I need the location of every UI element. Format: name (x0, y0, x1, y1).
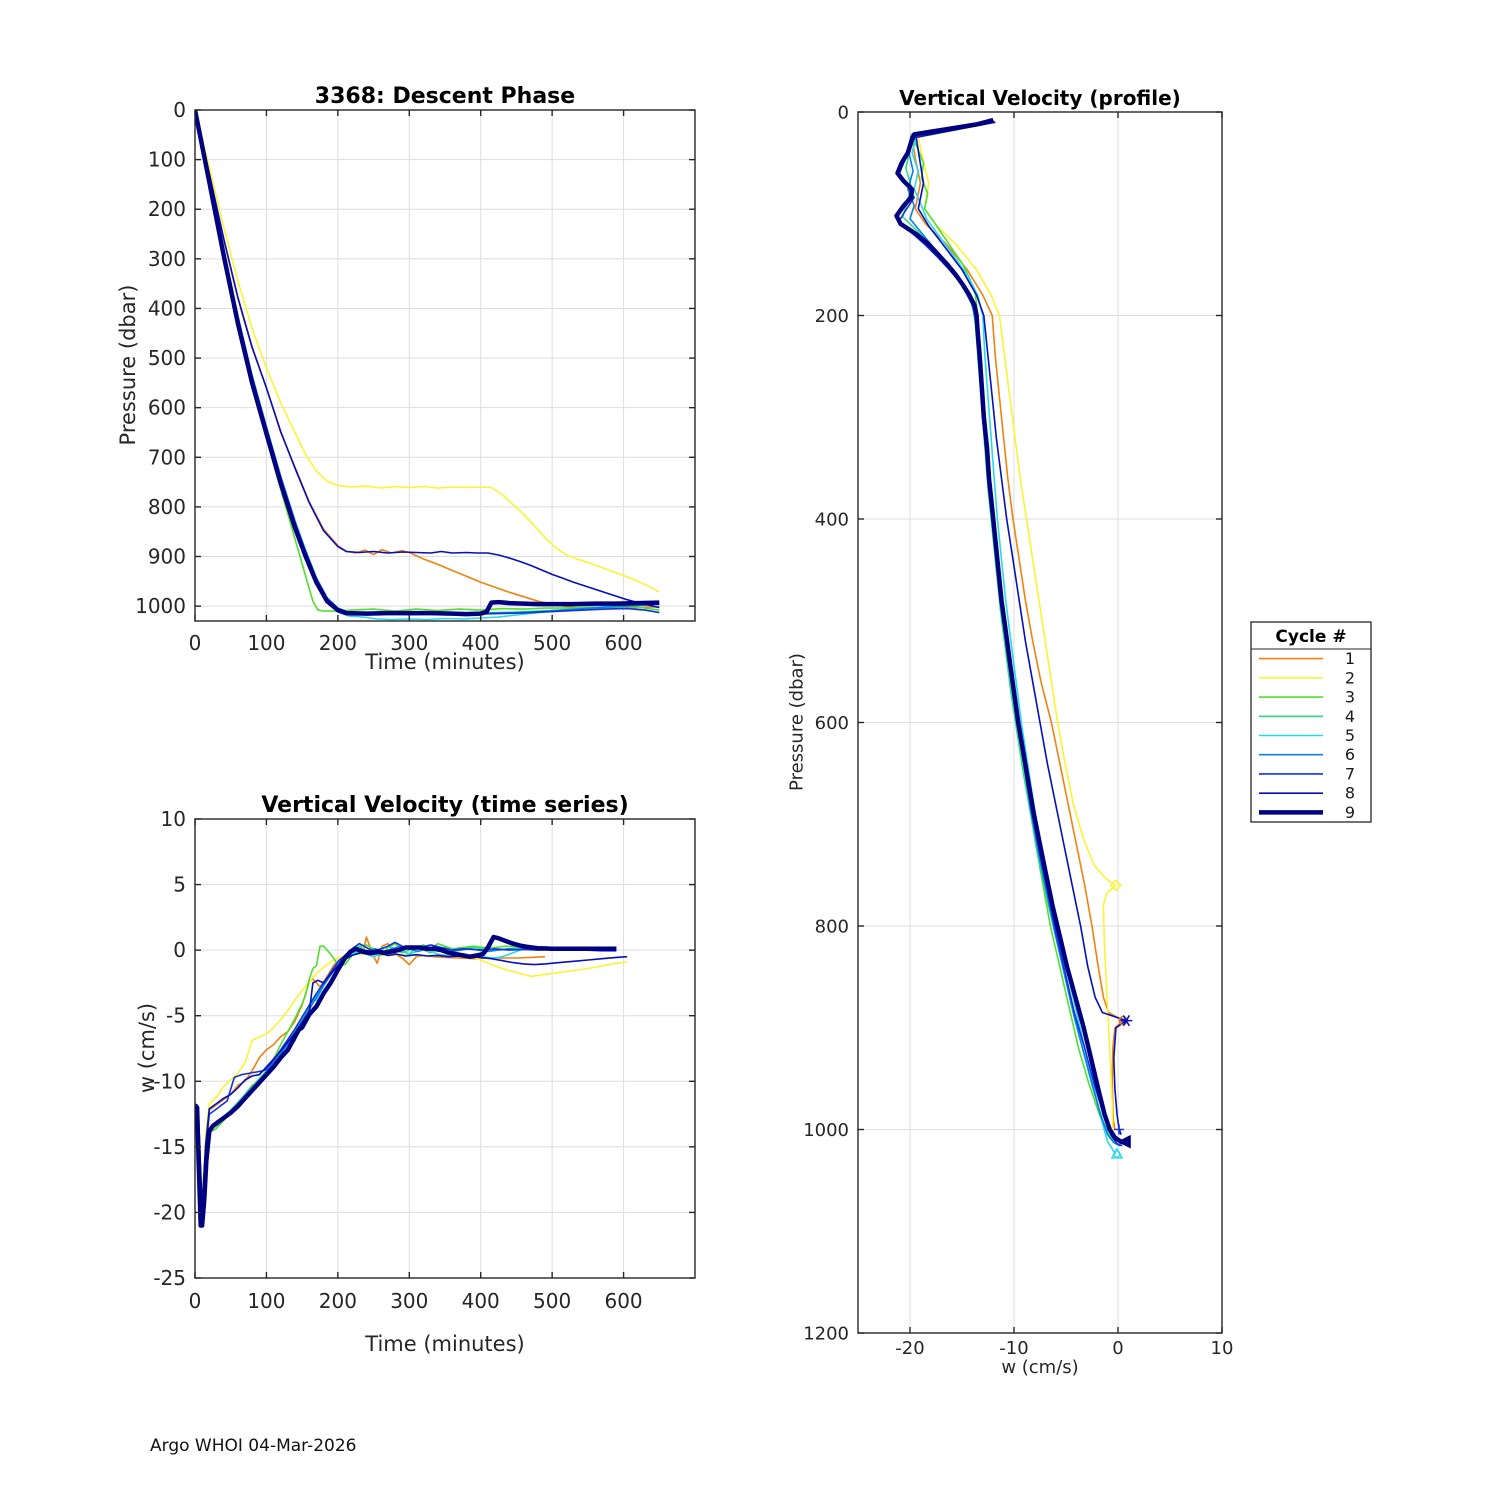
legend-label-cycle-2: 2 (1345, 668, 1355, 687)
descent-xtick-label: 300 (390, 631, 428, 655)
timeseries-xaxis-label: Time (minutes) (365, 1332, 525, 1356)
descent-cycle-8-line (195, 110, 660, 609)
profile-ytick-label: 1000 (803, 1120, 849, 1141)
descent-xtick-label: 0 (189, 631, 202, 655)
profile-ytick-label: 1200 (803, 1323, 849, 1344)
descent-ytick-label: 400 (148, 296, 186, 320)
legend-label-cycle-6: 6 (1345, 745, 1355, 764)
timeseries-ytick-label: 5 (173, 873, 186, 897)
timeseries-ytick-label: -25 (153, 1266, 186, 1290)
descent-xtick-label: 500 (533, 631, 571, 655)
timeseries-cycle-9-line (195, 934, 617, 1228)
descent-ytick-label: 500 (148, 346, 186, 370)
timeseries-yaxis-label: w (cm/s) (135, 1002, 159, 1094)
timeseries-xtick-label: 500 (533, 1289, 571, 1313)
timeseries-cycle-1-line (195, 936, 546, 1214)
descent-ytick-label: 0 (173, 98, 186, 122)
timeseries-ytick-label: 0 (173, 938, 186, 962)
profile-cycle-1-line (911, 121, 1124, 1130)
descent-ytick-label: 1000 (135, 594, 186, 618)
timeseries-ytick-label: 10 (161, 807, 186, 831)
legend-label-cycle-1: 1 (1345, 649, 1355, 668)
descent-cycle-1-line (195, 110, 660, 610)
profile-ytick-label: 400 (815, 509, 849, 530)
descent-ytick-label: 100 (148, 148, 186, 172)
descent-xtick-label: 200 (319, 631, 357, 655)
descent-plot-title: 3368: Descent Phase (314, 84, 576, 109)
descent-ytick-label: 300 (148, 247, 186, 271)
descent-ytick-label: 900 (148, 545, 186, 569)
timeseries-xtick-label: 600 (604, 1289, 642, 1313)
profile-cycle-3-line (910, 121, 1117, 1143)
profile-cycle-2-line (917, 121, 1117, 1130)
profile-marker-diamond (1109, 879, 1122, 892)
profile-xtick-label: -20 (895, 1338, 924, 1359)
timeseries-xtick-label: 400 (462, 1289, 500, 1313)
timeseries-ytick-label: -15 (153, 1135, 186, 1159)
legend-label-cycle-5: 5 (1345, 726, 1355, 745)
legend-label-cycle-9: 9 (1345, 803, 1355, 822)
figure-footer-text: Argo WHOI 04-Mar-2026 (150, 1436, 357, 1456)
timeseries-cycle-3-line (195, 942, 528, 1210)
timeseries-xtick-label: 0 (189, 1289, 202, 1313)
descent-ytick-label: 600 (148, 396, 186, 420)
profile-xtick-label: -10 (999, 1338, 1028, 1359)
profile-cycle-4-line (901, 120, 1122, 1146)
descent-ytick-label: 200 (148, 197, 186, 221)
timeseries-cycle-8-line (195, 951, 628, 1208)
timeseries-plot-title: Vertical Velocity (time series) (261, 793, 629, 818)
legend-label-cycle-7: 7 (1345, 764, 1355, 783)
profile-marker-plus (1114, 1124, 1125, 1135)
legend-label-cycle-8: 8 (1345, 784, 1355, 803)
profile-ytick-label: 600 (815, 713, 849, 734)
timeseries-ytick-label: -5 (166, 1004, 186, 1028)
timeseries-cycle-7-line (195, 941, 617, 1214)
profile-marker-triangle-circle (1110, 1147, 1124, 1159)
timeseries-xtick-label: 100 (247, 1289, 285, 1313)
timeseries-ytick-label: -10 (153, 1069, 186, 1093)
timeseries-xtick-label: 200 (319, 1289, 357, 1313)
legend-title: Cycle # (1275, 627, 1347, 647)
profile-plot-title: Vertical Velocity (profile) (899, 86, 1181, 110)
descent-cycle-9-line (195, 110, 660, 617)
profile-marker-asterisk (1120, 1015, 1133, 1027)
profile-xtick-label: 0 (1112, 1338, 1123, 1359)
profile-xaxis-label: w (cm/s) (1001, 1357, 1079, 1378)
profile-ytick-label: 800 (815, 916, 849, 937)
legend-label-cycle-4: 4 (1345, 707, 1355, 726)
descent-ytick-label: 700 (148, 445, 186, 469)
profile-ytick-label: 200 (815, 306, 849, 327)
descent-xtick-label: 600 (604, 631, 642, 655)
profile-cycle-5-line (911, 120, 1117, 1155)
descent-xtick-label: 400 (462, 631, 500, 655)
profile-marker-triangle-left-filled (1117, 1134, 1131, 1149)
timeseries-xtick-label: 300 (390, 1289, 428, 1313)
descent-yaxis-label: Pressure (dbar) (116, 284, 140, 446)
timeseries-ytick-label: -20 (153, 1200, 186, 1224)
timeseries-plot: 0 100 200 300 400 500 600 -25 -20 -15 -10 -5 0 5 10 (153, 807, 696, 1313)
descent-ytick-label: 800 (148, 495, 186, 519)
profile-yaxis-label: Pressure (dbar) (786, 653, 808, 791)
legend-label-cycle-3: 3 (1345, 688, 1355, 707)
descent-xaxis-label: Time (minutes) (365, 650, 525, 674)
profile-cycle-8-line (915, 121, 1128, 1135)
descent-cycle-3-line (195, 110, 660, 612)
profile-cycle-9-line (894, 117, 1130, 1145)
descent-xtick-label: 100 (247, 631, 285, 655)
descent-cycle-2-line (195, 110, 660, 593)
descent-plot: 0 100 200 300 400 500 600 0 100 200 300 400 500 600 70… (135, 98, 696, 655)
profile-ytick-label: 0 (838, 102, 849, 123)
profile-xtick-label: 10 (1211, 1338, 1234, 1359)
